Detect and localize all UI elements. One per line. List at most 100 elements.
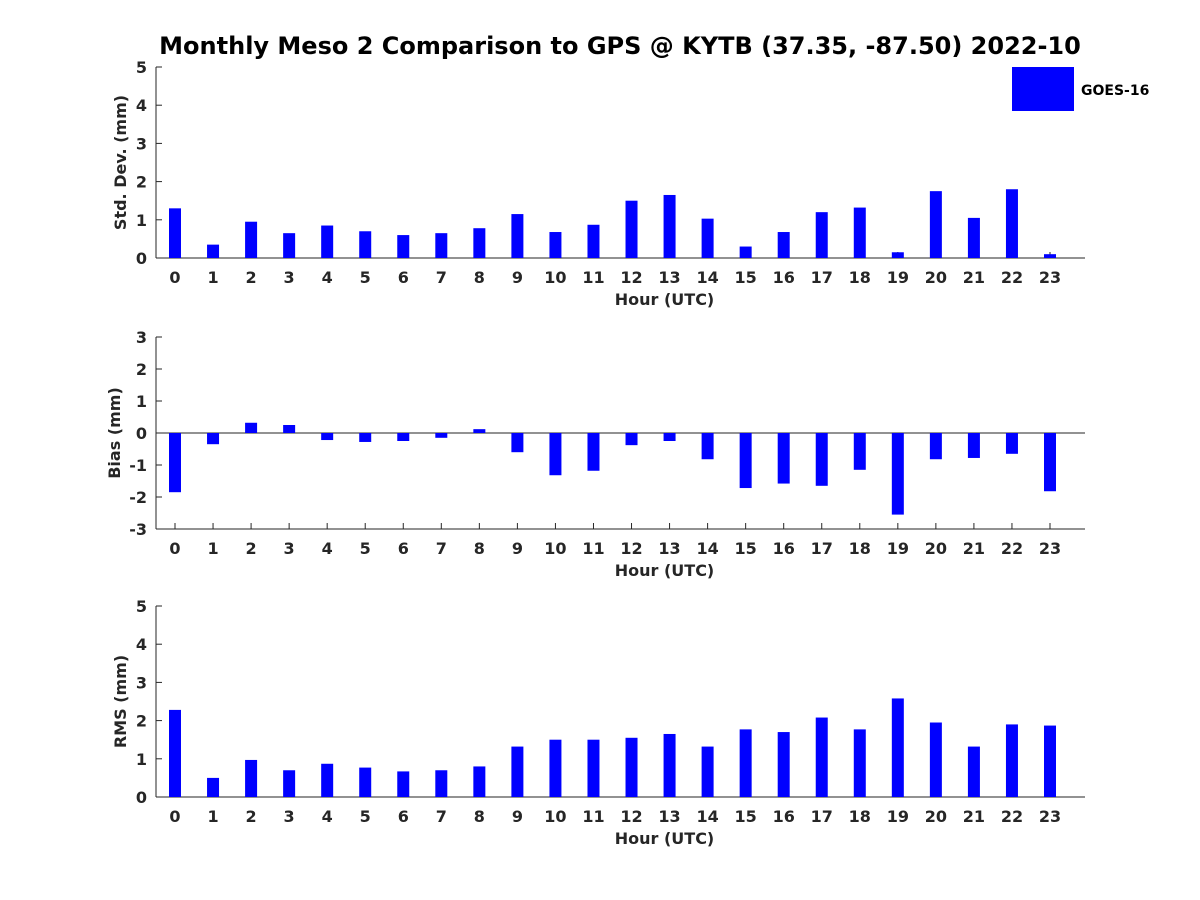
y-tick-label: 3 (136, 673, 147, 692)
x-tick-label: 19 (887, 807, 909, 826)
bar (929, 191, 942, 258)
bar (891, 433, 904, 515)
x-tick-label: 3 (284, 539, 295, 558)
x-tick-label: 20 (925, 268, 947, 287)
y-tick-label: 5 (136, 597, 147, 616)
x-tick-label: 20 (925, 807, 947, 826)
x-tick-label: 16 (773, 807, 795, 826)
x-tick-label: 6 (398, 539, 409, 558)
x-tick-label: 4 (322, 807, 333, 826)
bar (549, 739, 562, 797)
x-tick-label: 0 (169, 807, 180, 826)
bar (777, 433, 790, 484)
y-tick-label: 3 (136, 328, 147, 347)
bar (435, 770, 448, 797)
bar (435, 233, 448, 258)
y-tick-label: -2 (129, 488, 147, 507)
bar (283, 770, 296, 797)
x-tick-label: 17 (811, 539, 833, 558)
bar (397, 235, 410, 258)
bar (853, 207, 866, 258)
x-tick-label: 8 (474, 807, 485, 826)
x-axis-label: Hour (UTC) (615, 290, 715, 309)
bar (739, 246, 752, 258)
bar (207, 433, 220, 445)
bar (1044, 725, 1056, 797)
bar (777, 732, 790, 797)
bar (321, 225, 334, 258)
x-tick-label: 14 (696, 807, 718, 826)
x-tick-label: 22 (1001, 539, 1023, 558)
bar (1005, 433, 1018, 454)
bar (1044, 433, 1056, 492)
bar (169, 709, 181, 797)
bar (511, 746, 524, 797)
x-tick-label: 22 (1001, 807, 1023, 826)
bar (625, 200, 638, 258)
bar (663, 733, 676, 797)
x-tick-label: 0 (169, 539, 180, 558)
bar (359, 767, 372, 797)
x-tick-label: 18 (849, 268, 871, 287)
bar (777, 232, 790, 258)
bar (473, 766, 486, 797)
y-axis-label: Std. Dev. (mm) (111, 95, 130, 230)
y-tick-label: 1 (136, 211, 147, 230)
bar (245, 221, 258, 258)
bar (967, 217, 980, 258)
bar (473, 429, 486, 433)
x-tick-label: 6 (398, 268, 409, 287)
x-tick-label: 6 (398, 807, 409, 826)
x-tick-label: 7 (436, 268, 447, 287)
x-tick-label: 16 (773, 268, 795, 287)
x-axis-label: Hour (UTC) (615, 561, 715, 580)
x-tick-label: 14 (696, 539, 718, 558)
legend-label: GOES-16 (1081, 83, 1149, 99)
bar (701, 218, 714, 258)
x-tick-label: 14 (696, 268, 718, 287)
x-tick-label: 13 (658, 807, 680, 826)
bar (435, 433, 448, 438)
x-tick-label: 9 (512, 268, 523, 287)
bar (587, 433, 600, 471)
y-tick-label: 3 (136, 134, 147, 153)
x-tick-label: 11 (582, 268, 604, 287)
x-tick-label: 21 (963, 807, 985, 826)
bar (245, 422, 258, 433)
x-tick-label: 1 (207, 539, 218, 558)
y-tick-label: 1 (136, 750, 147, 769)
bar (549, 232, 562, 258)
x-tick-label: 2 (246, 539, 257, 558)
y-axis-label: Bias (mm) (105, 387, 124, 479)
x-tick-label: 10 (544, 268, 566, 287)
bar (663, 433, 676, 441)
bar (1005, 189, 1018, 258)
y-tick-label: 2 (136, 712, 147, 731)
bar (967, 746, 980, 797)
y-tick-label: -1 (129, 456, 147, 475)
bar (397, 771, 410, 797)
x-tick-label: 18 (849, 807, 871, 826)
y-tick-label: 4 (136, 96, 147, 115)
x-tick-label: 19 (887, 539, 909, 558)
x-axis-label: Hour (UTC) (615, 829, 715, 848)
x-tick-label: 1 (207, 268, 218, 287)
bar (739, 433, 752, 489)
x-tick-label: 7 (436, 807, 447, 826)
bar (511, 433, 524, 453)
bar (967, 433, 980, 458)
x-tick-label: 15 (735, 807, 757, 826)
x-tick-label: 23 (1039, 539, 1061, 558)
bar (283, 425, 296, 433)
x-tick-label: 12 (620, 268, 642, 287)
x-tick-label: 12 (620, 539, 642, 558)
bar (701, 433, 714, 460)
legend: GOES-16 (1012, 67, 1149, 111)
bar (169, 433, 181, 493)
x-tick-label: 13 (658, 539, 680, 558)
chart-title: Monthly Meso 2 Comparison to GPS @ KYTB … (159, 32, 1081, 60)
bar (321, 763, 334, 797)
x-tick-label: 15 (735, 268, 757, 287)
x-tick-label: 5 (360, 539, 371, 558)
